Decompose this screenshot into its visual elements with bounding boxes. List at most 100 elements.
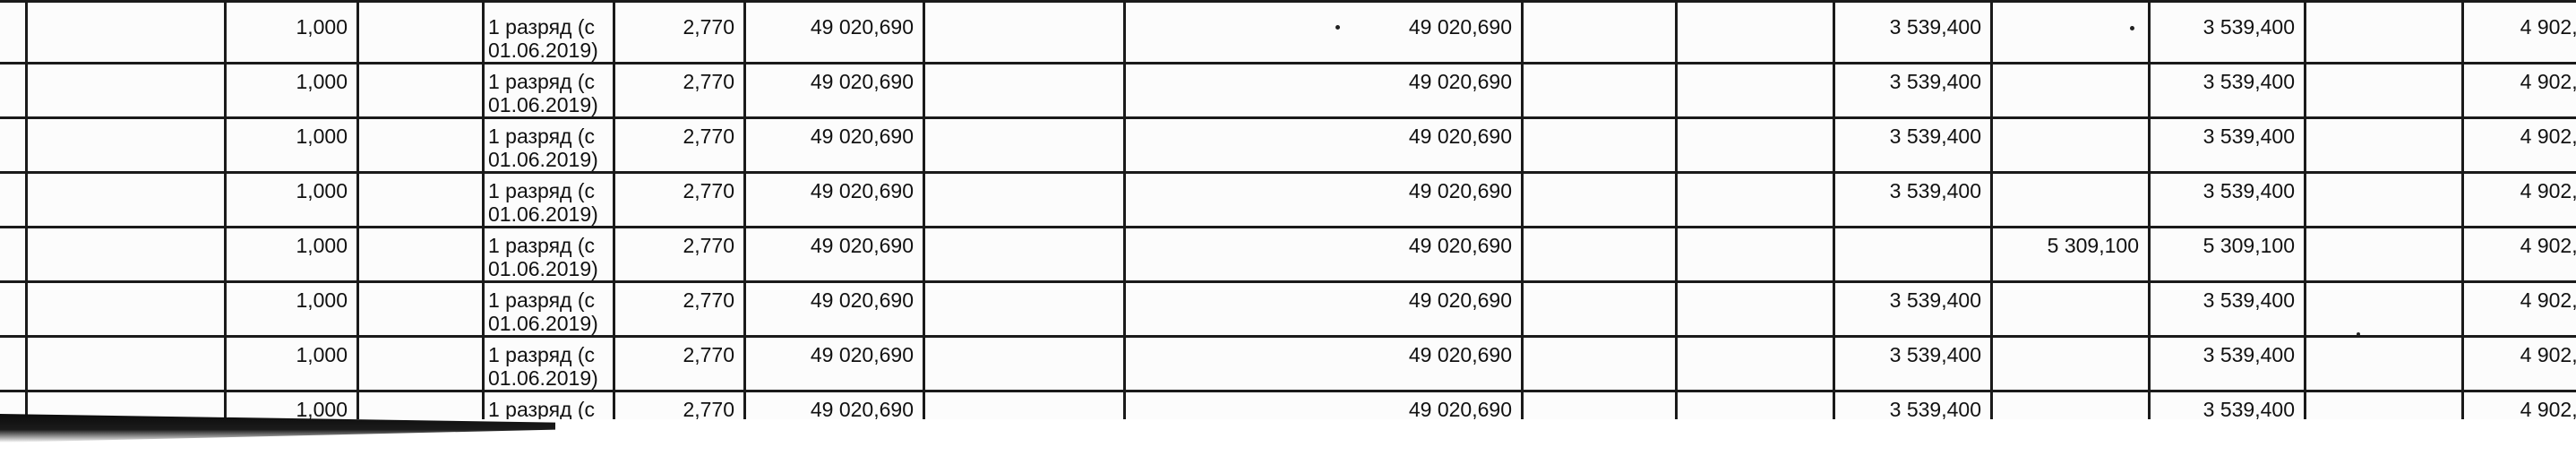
amount-cell xyxy=(25,335,227,392)
amount-cell: 3 539,400 xyxy=(2148,280,2306,338)
grade-line: 01.06.2019) xyxy=(488,257,598,280)
amount-cell xyxy=(1990,171,2151,228)
amount-cell: 49 020,690 xyxy=(1123,280,1524,338)
amount-cell: 4 902,069 xyxy=(2461,171,2576,228)
grade-line: 01.06.2019) xyxy=(488,312,598,335)
amount-cell xyxy=(1521,226,1678,283)
amount-cell xyxy=(25,280,227,338)
amount-cell xyxy=(923,280,1126,338)
amount-cell xyxy=(1521,62,1678,119)
rate-cell: 1,000 xyxy=(224,280,359,338)
amount-cell xyxy=(923,226,1126,283)
amount-cell xyxy=(1521,171,1678,228)
amount-cell: 49 020,690 xyxy=(743,226,925,283)
amount-cell xyxy=(25,171,227,228)
amount-cell xyxy=(2304,226,2464,283)
coefficient-cell: 2,770 xyxy=(613,62,746,119)
amount-cell: 49 020,690 xyxy=(1123,335,1524,392)
amount-cell xyxy=(1990,0,2151,64)
coefficient-cell: 2,770 xyxy=(613,171,746,228)
amount-cell xyxy=(356,62,485,119)
amount-cell: 49 020,690 xyxy=(743,0,925,64)
amount-cell xyxy=(1675,280,1835,338)
amount-cell: 5 309,100 xyxy=(1990,226,2151,283)
amount-cell xyxy=(1521,0,1678,64)
amount-cell: 4 902,069 xyxy=(2461,116,2576,174)
amount-cell: 4 902,069 xyxy=(2461,0,2576,64)
rate-cell: 1,000 xyxy=(224,116,359,174)
amount-cell: 49 020,690 xyxy=(743,171,925,228)
amount-cell: 3 539,400 xyxy=(2148,171,2306,228)
amount-cell xyxy=(1521,116,1678,174)
amount-cell: 4 902,069 xyxy=(2461,280,2576,338)
grade-line: 1 разряд (с xyxy=(488,70,596,93)
amount-cell: 49 020,690 xyxy=(1123,171,1524,228)
amount-cell xyxy=(1675,116,1835,174)
rate-cell: 1,000 xyxy=(224,226,359,283)
grade-line: 01.06.2019) xyxy=(488,39,598,62)
scan-speck xyxy=(2130,26,2134,30)
amount-cell xyxy=(2304,280,2464,338)
amount-cell xyxy=(1990,116,2151,174)
amount-cell: 3 539,400 xyxy=(2148,116,2306,174)
amount-cell xyxy=(356,116,485,174)
amount-cell: 4 902,069 xyxy=(2461,62,2576,119)
amount-cell xyxy=(356,226,485,283)
amount-cell xyxy=(0,171,28,228)
amount-cell xyxy=(0,226,28,283)
coefficient-cell: 2,770 xyxy=(613,116,746,174)
grade-line: 01.06.2019) xyxy=(488,366,598,390)
amount-cell xyxy=(1675,0,1835,64)
coefficient-cell: 2,770 xyxy=(613,335,746,392)
amount-cell: 49 020,690 xyxy=(743,62,925,119)
amount-cell xyxy=(1675,226,1835,283)
amount-cell: 49 020,690 xyxy=(1123,62,1524,119)
amount-cell: 4 902,069 xyxy=(2461,226,2576,283)
amount-cell xyxy=(356,335,485,392)
amount-cell xyxy=(1521,335,1678,392)
grade-line: 1 разряд (с xyxy=(488,288,596,312)
rate-cell: 1,000 xyxy=(224,62,359,119)
amount-cell: 5 309,100 xyxy=(2148,226,2306,283)
coefficient-cell: 2,770 xyxy=(613,280,746,338)
amount-cell: 3 539,400 xyxy=(1833,335,1993,392)
amount-cell xyxy=(25,116,227,174)
amount-cell: 49 020,690 xyxy=(743,280,925,338)
amount-cell xyxy=(25,226,227,283)
amount-cell: 49 020,690 xyxy=(1123,116,1524,174)
amount-cell xyxy=(356,0,485,64)
amount-cell: 49 020,690 xyxy=(1123,0,1524,64)
amount-cell: 49 020,690 xyxy=(743,116,925,174)
amount-cell: 3 539,400 xyxy=(1833,116,1993,174)
coefficient-cell: 2,770 xyxy=(613,0,746,64)
amount-cell xyxy=(923,171,1126,228)
amount-cell xyxy=(0,335,28,392)
grade-line: 1 разряд (с xyxy=(488,15,596,39)
amount-cell: 3 539,400 xyxy=(1833,171,1993,228)
amount-cell xyxy=(0,280,28,338)
amount-cell xyxy=(1521,280,1678,338)
grade-line: 01.06.2019) xyxy=(488,93,598,116)
amount-cell xyxy=(2304,335,2464,392)
amount-cell xyxy=(1675,335,1835,392)
amount-cell xyxy=(0,0,28,64)
amount-cell: 3 539,400 xyxy=(2148,335,2306,392)
amount-cell xyxy=(25,0,227,64)
amount-cell xyxy=(2304,171,2464,228)
amount-cell xyxy=(923,116,1126,174)
grade-line: 1 разряд (с xyxy=(488,234,596,257)
